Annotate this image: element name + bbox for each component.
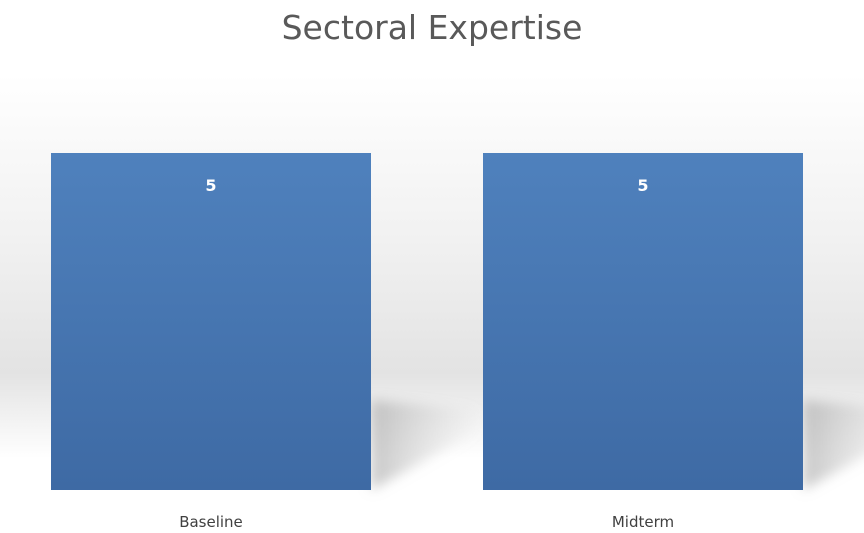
- category-label-baseline: Baseline: [179, 513, 243, 531]
- chart-title: Sectoral Expertise: [281, 8, 583, 47]
- bars: [51, 153, 803, 490]
- bar-shadow: [803, 400, 864, 490]
- bar-midterm: [483, 153, 803, 490]
- bar-shadow: [371, 400, 481, 490]
- data-label: 5: [205, 176, 216, 195]
- bar-shadows: [371, 400, 864, 490]
- bar-baseline: [51, 153, 371, 490]
- category-axis: Baseline Midterm: [179, 513, 674, 531]
- category-label-midterm: Midterm: [612, 513, 674, 531]
- data-label: 5: [637, 176, 648, 195]
